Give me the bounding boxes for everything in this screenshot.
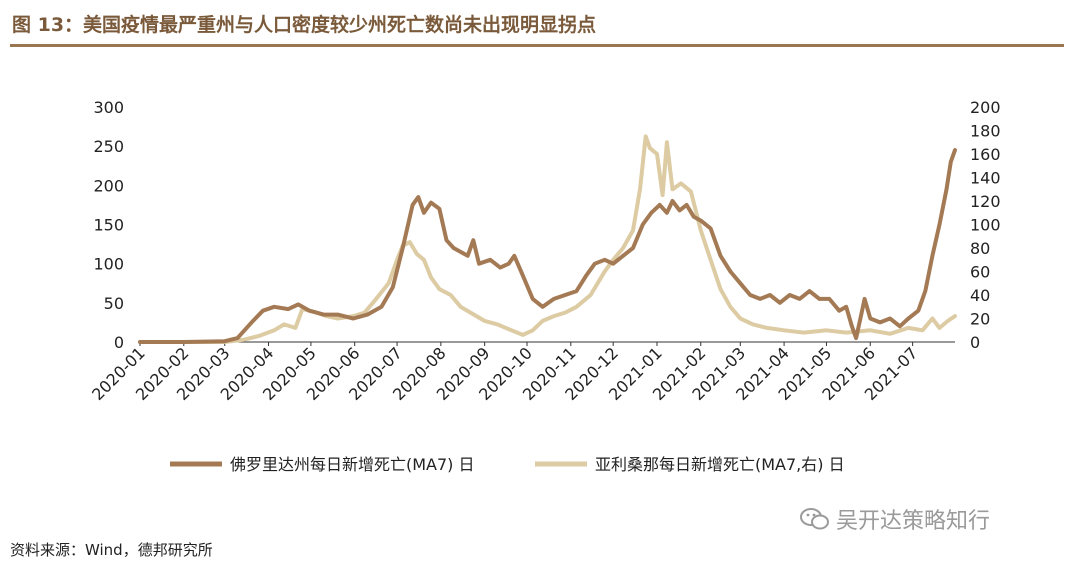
y-left-tick-label: 300	[93, 98, 124, 117]
y-right-tick-label: 0	[970, 333, 980, 352]
line-chart: 3002502001501005002001801601401201008060…	[88, 98, 1000, 474]
legend-label: 亚利桑那每日新增死亡(MA7,右) 日	[595, 455, 845, 474]
y-left-tick-label: 150	[93, 216, 124, 235]
y-right-tick-label: 100	[970, 216, 1001, 235]
legend: 佛罗里达州每日新增死亡(MA7) 日 亚利桑那每日新增死亡(MA7,右) 日	[170, 455, 845, 474]
series-line-1	[138, 148, 957, 344]
y-right-tick-label: 20	[970, 310, 990, 329]
legend-label: 佛罗里达州每日新增死亡(MA7) 日	[230, 455, 475, 474]
y-right-tick-label: 200	[970, 98, 1001, 117]
wechat-icon	[800, 508, 829, 530]
y-right-tick-label: 120	[970, 192, 1001, 211]
y-right-tick-label: 40	[970, 286, 990, 305]
y-right-tick-label: 80	[970, 239, 990, 258]
y-left-tick-label: 0	[114, 333, 124, 352]
y-left-tick-label: 50	[104, 294, 124, 313]
y-right-tick-label: 140	[970, 169, 1001, 188]
series-lines	[138, 134, 957, 344]
axes: 3002502001501005002001801601401201008060…	[88, 98, 1000, 404]
watermark: 吴开达策略知行	[800, 503, 990, 535]
y-left-tick-label: 200	[93, 176, 124, 195]
y-right-tick-label: 180	[970, 122, 1001, 141]
watermark-text: 吴开达策略知行	[836, 509, 991, 534]
source-note: 资料来源：Wind，德邦研究所	[10, 541, 213, 559]
y-left-tick-label: 100	[93, 255, 124, 274]
title-divider	[10, 44, 1064, 47]
y-left-tick-label: 250	[93, 137, 124, 156]
chart-title: 图 13：美国疫情最严重州与人口密度较少州死亡数尚未出现明显拐点	[12, 14, 597, 36]
series-line-2	[138, 134, 957, 344]
y-right-tick-label: 160	[970, 145, 1001, 164]
y-right-tick-label: 60	[970, 263, 990, 282]
